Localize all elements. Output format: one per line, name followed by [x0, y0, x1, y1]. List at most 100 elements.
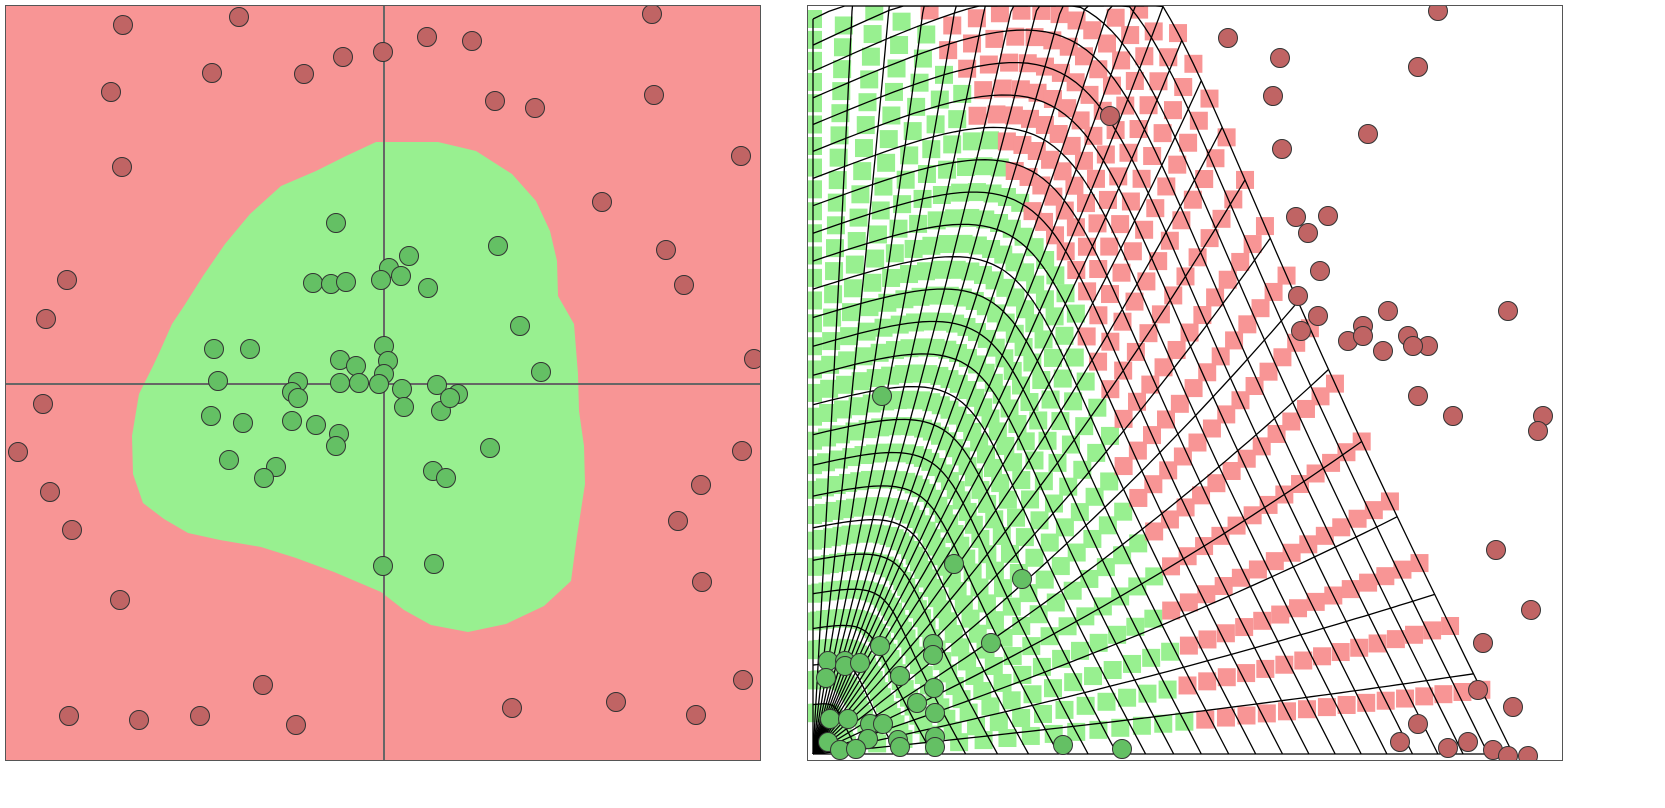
positive-data-point [510, 316, 530, 336]
mesh-line-arc [812, 94, 1388, 755]
positive-data-point [418, 278, 438, 298]
positive-cell [973, 682, 992, 701]
negative-data-point [1263, 86, 1283, 106]
negative-cell [1113, 312, 1132, 331]
positive-data-point [371, 270, 391, 290]
positive-cell [1089, 633, 1108, 652]
negative-cell [1121, 192, 1140, 211]
negative-cell [997, 132, 1016, 151]
positive-cell [808, 202, 822, 221]
negative-cell [1128, 441, 1147, 460]
negative-data-point [253, 675, 273, 695]
negative-data-point [62, 520, 82, 540]
negative-cell [1197, 585, 1216, 604]
negative-cell [1237, 664, 1256, 683]
negative-cell [1053, 162, 1072, 181]
negative-cell [1231, 252, 1250, 271]
positive-cell [1089, 720, 1108, 739]
negative-cell [1231, 568, 1250, 587]
negative-data-point [1443, 406, 1463, 426]
negative-cell [1253, 611, 1272, 630]
negative-cell [1294, 651, 1313, 670]
negative-data-point [606, 692, 626, 712]
positive-data-point [816, 668, 836, 688]
negative-data-point [1438, 738, 1458, 758]
positive-data-point [392, 379, 412, 399]
negative-data-point [1218, 28, 1238, 48]
negative-data-point [1310, 261, 1330, 281]
negative-cell [1196, 710, 1215, 729]
negative-cell [1089, 260, 1108, 279]
positive-data-point [890, 666, 910, 686]
positive-data-point [326, 213, 346, 233]
positive-cell [1015, 528, 1034, 547]
negative-data-point [1288, 286, 1308, 306]
negative-cell [990, 6, 1009, 23]
positive-cell [956, 158, 975, 177]
positive-cell [993, 673, 1012, 692]
positive-cell [981, 131, 1000, 150]
negative-cell [1337, 695, 1356, 714]
decision-boundary-plot [6, 6, 760, 760]
negative-cell [1083, 21, 1102, 40]
negative-cell [1178, 676, 1197, 695]
negative-cell [1296, 399, 1315, 418]
positive-cell [865, 6, 884, 21]
negative-cell [1271, 605, 1290, 624]
negative-data-point [1390, 732, 1410, 752]
negative-cell [1088, 214, 1107, 233]
negative-data-point [485, 91, 505, 111]
negative-cell [1077, 327, 1096, 346]
negative-data-point [686, 705, 706, 725]
positive-data-point [424, 554, 444, 574]
negative-cell [1313, 647, 1332, 666]
positive-data-point [981, 633, 1001, 653]
negative-cell [1225, 331, 1244, 350]
negative-cell [1282, 412, 1301, 431]
positive-cell [996, 436, 1015, 455]
positive-cell [927, 211, 946, 230]
positive-data-point [233, 413, 253, 433]
negative-data-point [1521, 600, 1541, 620]
right-warped-plot [807, 5, 1563, 761]
positive-cell [1064, 673, 1083, 692]
positive-cell [824, 285, 843, 304]
negative-cell [1238, 315, 1257, 334]
positive-cell [1012, 471, 1031, 490]
negative-cell [1357, 693, 1376, 712]
positive-cell [981, 697, 1000, 716]
positive-cell [1076, 696, 1095, 715]
positive-data-point [850, 653, 870, 673]
negative-data-point [731, 146, 751, 166]
negative-data-point [129, 710, 149, 730]
negative-cell [1434, 685, 1453, 704]
positive-cell [1032, 370, 1051, 389]
positive-cell [885, 244, 904, 263]
positive-data-point [820, 709, 840, 729]
positive-cell [945, 209, 964, 228]
mesh-line-arc [812, 223, 1284, 755]
negative-cell [1216, 708, 1235, 727]
negative-cell [1189, 111, 1208, 130]
positive-cell [1033, 704, 1052, 723]
negative-cell [1145, 522, 1164, 541]
positive-cell [1023, 685, 1042, 704]
negative-cell [1198, 363, 1217, 382]
positive-cell [1084, 667, 1103, 686]
negative-data-point [1298, 223, 1318, 243]
negative-data-point [1458, 732, 1478, 752]
positive-data-point [208, 371, 228, 391]
positive-data-point [870, 636, 890, 656]
positive-cell [1103, 661, 1122, 680]
negative-cell [1168, 155, 1187, 174]
negative-data-point [1503, 697, 1523, 717]
positive-data-point [394, 397, 414, 417]
positive-cell [1035, 570, 1054, 589]
positive-cell [808, 10, 822, 28]
positive-cell [808, 51, 822, 70]
negative-cell [1206, 288, 1225, 307]
negative-data-point [1403, 336, 1423, 356]
positive-cell [1113, 546, 1132, 565]
negative-cell [1101, 285, 1120, 304]
negative-cell [1237, 706, 1256, 725]
